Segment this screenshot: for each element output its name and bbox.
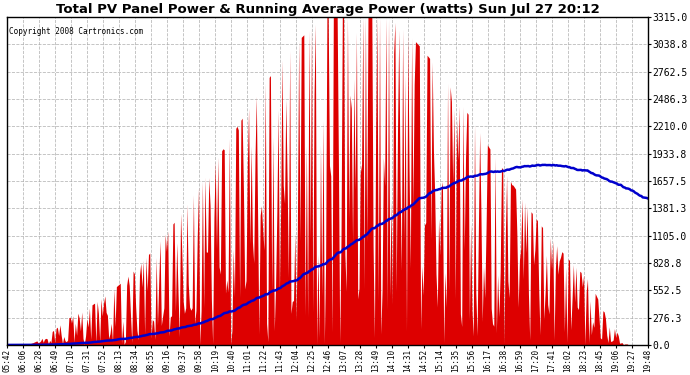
Title: Total PV Panel Power & Running Average Power (watts) Sun Jul 27 20:12: Total PV Panel Power & Running Average P… — [56, 3, 600, 16]
Text: Copyright 2008 Cartronics.com: Copyright 2008 Cartronics.com — [8, 27, 143, 36]
